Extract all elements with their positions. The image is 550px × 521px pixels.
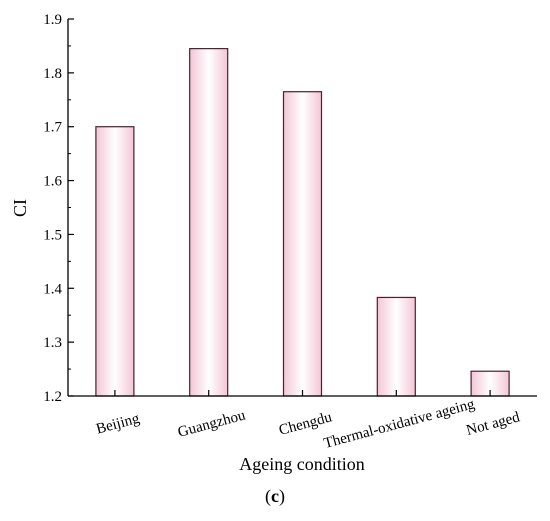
bar-guangzhou (189, 48, 229, 397)
x-tick-label: Beijing (94, 411, 141, 438)
y-tick-label: 1.4 (43, 281, 62, 297)
x-tick-label: Chengdu (277, 409, 334, 439)
figure-caption: (c) (0, 486, 550, 507)
x-tick-label: Guangzhou (176, 407, 247, 440)
y-tick-label: 1.7 (43, 120, 62, 136)
y-tick-label: 1.8 (43, 66, 62, 82)
caption-close: ) (279, 486, 285, 506)
y-tick-label: 1.3 (43, 335, 62, 351)
y-ticks-group: 1.2 1.3 1.4 1.5 1.6 1.7 1.8 1.9 (43, 12, 74, 405)
bar-beijing (95, 126, 135, 397)
bar-chengdu (282, 91, 323, 397)
y-tick-label: 1.2 (43, 389, 62, 405)
bar-thermal-oxidative-ageing (376, 296, 416, 397)
y-axis-label: CI (10, 199, 30, 217)
caption-open: ( (265, 486, 271, 506)
x-ticks-group: Beijing Guangzhou ChengduThermal-oxidative… (94, 390, 522, 452)
bars-group (95, 48, 510, 397)
x-tick-label: Thermal-oxidative ageing (322, 396, 477, 452)
y-tick-label: 1.9 (43, 12, 62, 28)
y-tick-label: 1.5 (43, 227, 62, 243)
y-tick-label: 1.6 (43, 174, 62, 190)
x-tick-label: Not aged (465, 409, 522, 439)
caption-letter: c (271, 486, 279, 506)
x-axis-label: Ageing condition (239, 454, 364, 474)
